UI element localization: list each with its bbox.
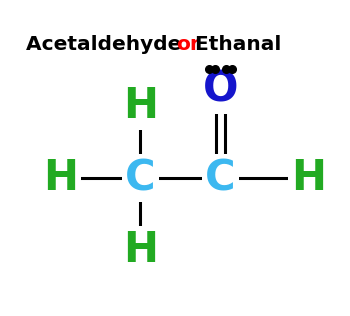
Text: or: or: [176, 35, 200, 54]
Text: H: H: [123, 229, 158, 271]
Text: Ethanal: Ethanal: [188, 35, 282, 54]
Text: H: H: [123, 85, 158, 127]
Text: H: H: [291, 157, 326, 199]
Text: O: O: [203, 69, 238, 111]
Text: C: C: [125, 157, 156, 199]
Text: C: C: [205, 157, 236, 199]
Text: Acetaldehyde: Acetaldehyde: [26, 35, 188, 54]
Text: H: H: [43, 157, 78, 199]
